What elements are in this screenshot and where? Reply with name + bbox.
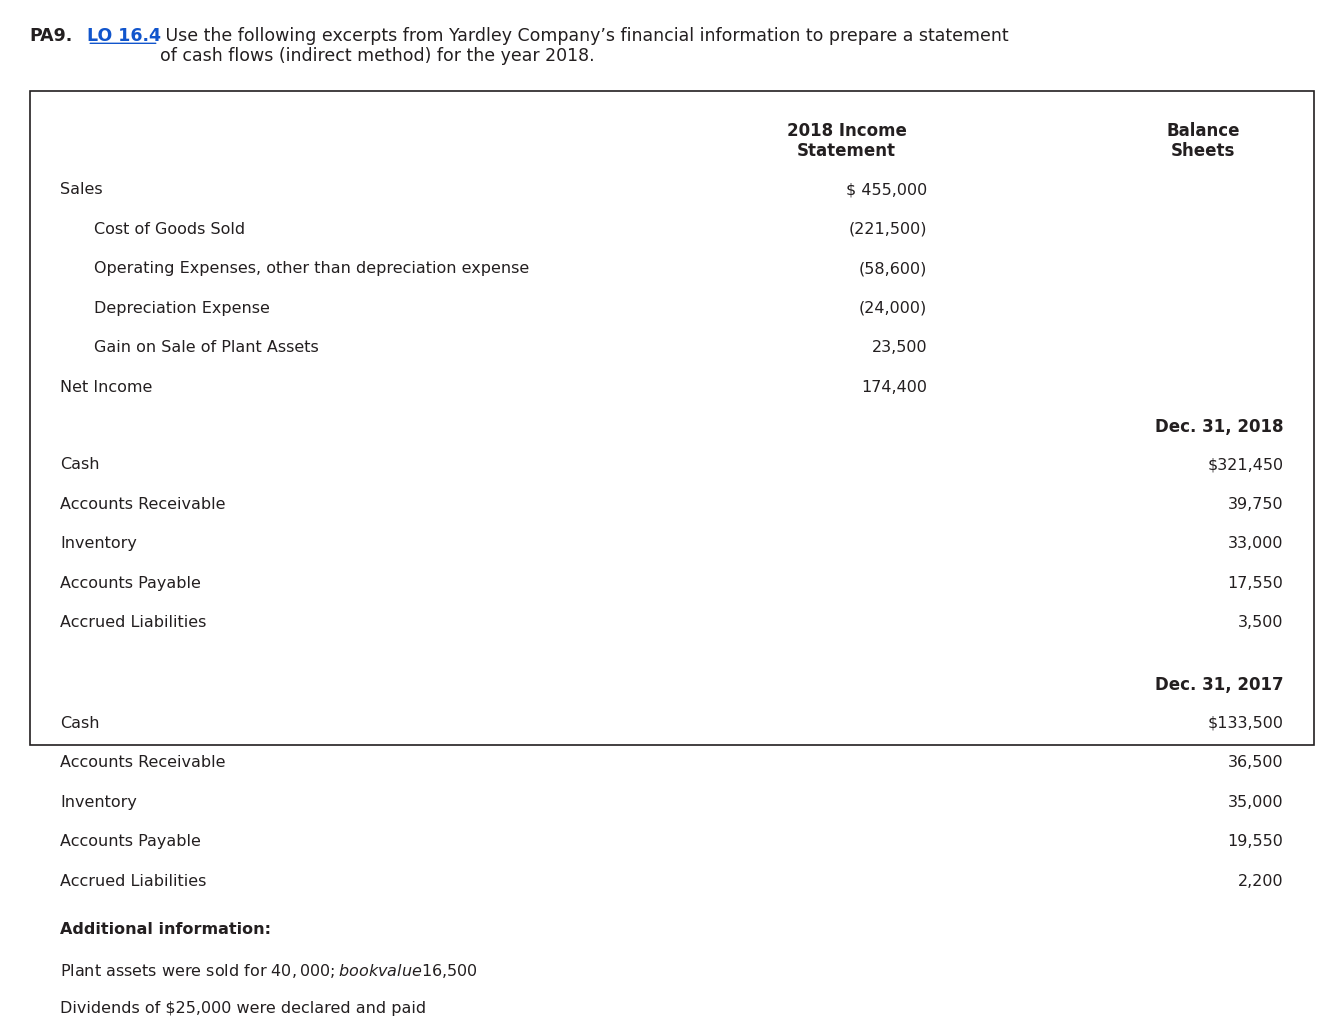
Text: $133,500: $133,500 [1207,716,1284,731]
Text: Dividends of $25,000 were declared and paid: Dividends of $25,000 were declared and p… [60,1001,426,1017]
Text: Dec. 31, 2018: Dec. 31, 2018 [1154,418,1284,436]
Text: (24,000): (24,000) [859,301,927,316]
Text: Inventory: Inventory [60,537,137,551]
Text: $ 455,000: $ 455,000 [847,183,927,197]
Text: Gain on Sale of Plant Assets: Gain on Sale of Plant Assets [94,341,319,355]
Text: 2,200: 2,200 [1238,874,1284,889]
Text: 17,550: 17,550 [1227,576,1284,591]
Text: (58,600): (58,600) [859,262,927,276]
Text: 35,000: 35,000 [1228,795,1284,810]
Text: Operating Expenses, other than depreciation expense: Operating Expenses, other than depreciat… [94,262,530,276]
Text: (221,500): (221,500) [849,222,927,237]
Text: Accounts Payable: Accounts Payable [60,834,202,850]
Text: Dec. 31, 2017: Dec. 31, 2017 [1154,676,1284,695]
Text: Accounts Receivable: Accounts Receivable [60,497,226,512]
Text: Accrued Liabilities: Accrued Liabilities [60,616,207,630]
Text: Balance
Sheets: Balance Sheets [1167,121,1239,160]
Text: 3,500: 3,500 [1238,616,1284,630]
Text: Net Income: Net Income [60,380,153,395]
Text: Depreciation Expense: Depreciation Expense [94,301,270,316]
Text: Use the following excerpts from Yardley Company’s financial information to prepa: Use the following excerpts from Yardley … [160,27,1008,66]
Text: 36,500: 36,500 [1228,755,1284,771]
Text: LO 16.4: LO 16.4 [87,27,161,44]
Text: Accrued Liabilities: Accrued Liabilities [60,874,207,889]
Text: 33,000: 33,000 [1228,537,1284,551]
Text: 19,550: 19,550 [1227,834,1284,850]
Text: Cash: Cash [60,458,99,472]
Text: 174,400: 174,400 [862,380,927,395]
Text: Sales: Sales [60,183,103,197]
FancyBboxPatch shape [30,91,1314,745]
Text: PA9.: PA9. [30,27,73,44]
Text: Accounts Payable: Accounts Payable [60,576,202,591]
Text: Inventory: Inventory [60,795,137,810]
Text: 2018 Income
Statement: 2018 Income Statement [786,121,907,160]
Text: Cost of Goods Sold: Cost of Goods Sold [94,222,245,237]
Text: 23,500: 23,500 [872,341,927,355]
Text: 39,750: 39,750 [1228,497,1284,512]
Text: Accounts Receivable: Accounts Receivable [60,755,226,771]
Text: Additional information:: Additional information: [60,922,271,938]
Text: $321,450: $321,450 [1207,458,1284,472]
Text: Cash: Cash [60,716,99,731]
Text: Plant assets were sold for $40,000; book value $16,500: Plant assets were sold for $40,000; book… [60,961,478,980]
